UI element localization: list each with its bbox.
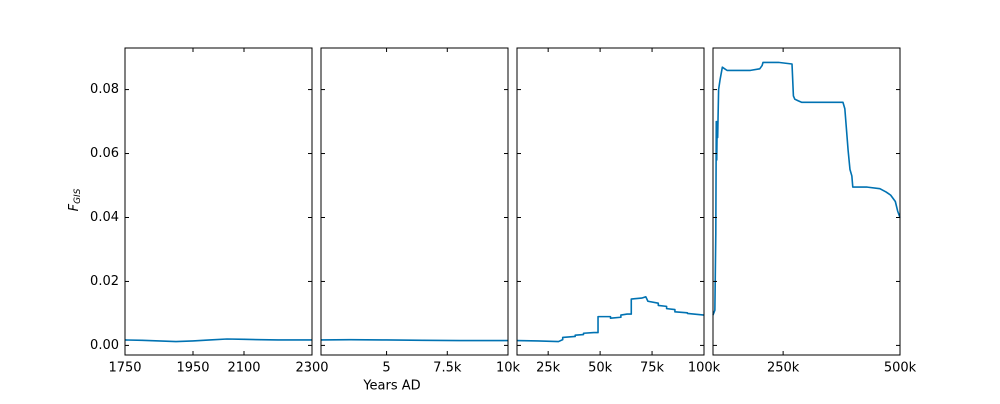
x-tick-label: 5: [382, 361, 390, 376]
data-line: [124, 338, 312, 343]
panel-frame: [712, 47, 901, 356]
x-tick-label: 100k: [688, 361, 721, 376]
y-tick-label: 0.04: [90, 210, 119, 225]
x-tick-label: 25k: [536, 361, 561, 376]
x-tick-label: 250k: [767, 361, 800, 376]
x-tick-label: 75k: [640, 361, 665, 376]
x-tick-label: 10k: [496, 361, 521, 376]
y-tick-label: 0.00: [90, 338, 119, 353]
x-tick-label: 7.5k: [433, 361, 462, 376]
x-tick-label: 500k: [884, 361, 917, 376]
panel-frame: [124, 47, 313, 356]
data-line: [712, 61, 901, 316]
x-axis-label: Years AD: [362, 379, 420, 394]
x-tick-label: 50k: [588, 361, 613, 376]
y-label-sub: GIS: [73, 188, 83, 204]
y-tick-label: 0.02: [90, 274, 119, 289]
panel-frame: [320, 47, 509, 356]
x-tick-label: 2100: [227, 361, 260, 376]
x-tick-label: 2300: [295, 361, 328, 376]
x-tick-label: 1950: [176, 361, 209, 376]
y-axis-label: FGIS: [67, 188, 83, 211]
y-label-main: F: [67, 203, 82, 211]
data-line: [516, 296, 705, 343]
x-tick-label: 1750: [108, 361, 141, 376]
y-tick-label: 0.08: [90, 82, 119, 97]
panel-frame: [516, 47, 705, 356]
y-tick-label: 0.06: [90, 146, 119, 161]
data-line: [320, 338, 508, 342]
